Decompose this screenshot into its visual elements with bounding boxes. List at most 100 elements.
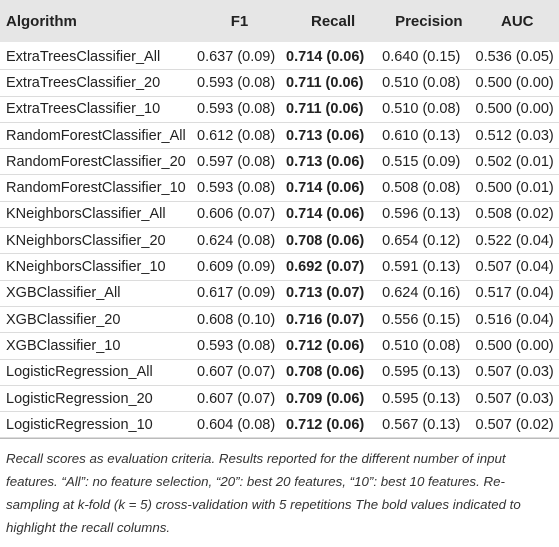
value-cell: 0.507 (0.03) xyxy=(475,359,559,386)
value-cell: 0.510 (0.08) xyxy=(382,69,476,97)
algorithm-cell: XGBClassifier_10 xyxy=(0,332,195,360)
table-row: ExtraTreesClassifier_10 0.593 (0.08) 0.711… xyxy=(0,96,559,123)
value-cell: 0.714 (0.06) xyxy=(284,42,383,71)
value-cell: 0.609 (0.09) xyxy=(195,253,285,281)
table-row: RandomForestClassifier_10 0.593 (0.08) 0.7… xyxy=(0,174,559,202)
table-row: ExtraTreesClassifier_All 0.637 (0.09) 0.71… xyxy=(0,42,559,71)
table-row: KNeighborsClassifier_All 0.606 (0.07) 0.71… xyxy=(0,201,559,229)
value-cell: 0.607 (0.07) xyxy=(195,385,285,413)
value-cell: 0.640 (0.15) xyxy=(382,42,476,71)
algorithm-cell: RandomForestClassifier_All xyxy=(0,122,195,150)
value-cell: 0.712 (0.06) xyxy=(284,332,383,360)
value-cell: 0.624 (0.08) xyxy=(195,227,285,255)
table-row: XGBClassifier_All 0.617 (0.09) 0.713 (0.07… xyxy=(0,280,559,307)
value-cell: 0.536 (0.05) xyxy=(475,42,559,71)
value-cell: 0.612 (0.08) xyxy=(195,122,285,150)
value-cell: 0.708 (0.06) xyxy=(284,359,383,386)
value-cell: 0.510 (0.08) xyxy=(382,332,476,360)
value-cell: 0.556 (0.15) xyxy=(382,306,476,334)
table-row: LogisticRegression_20 0.607 (0.07) 0.709 (… xyxy=(0,385,559,413)
value-cell: 0.507 (0.02) xyxy=(475,411,559,439)
algorithm-cell: RandomForestClassifier_20 xyxy=(0,148,195,176)
value-cell: 0.714 (0.06) xyxy=(284,201,383,229)
value-cell: 0.515 (0.09) xyxy=(382,148,476,176)
header-cell: AUC xyxy=(475,0,559,42)
value-cell: 0.593 (0.08) xyxy=(195,332,285,360)
value-cell: 0.502 (0.01) xyxy=(475,148,559,176)
value-cell: 0.610 (0.13) xyxy=(382,122,476,150)
algorithm-cell: XGBClassifier_All xyxy=(0,280,195,307)
header-cell: Precision xyxy=(382,0,476,42)
table-body: ExtraTreesClassifier_All 0.637 (0.09) 0.71… xyxy=(0,42,559,439)
table-row: ExtraTreesClassifier_20 0.593 (0.08) 0.711… xyxy=(0,69,559,97)
value-cell: 0.654 (0.12) xyxy=(382,227,476,255)
value-cell: 0.517 (0.04) xyxy=(475,280,559,307)
value-cell: 0.500 (0.00) xyxy=(475,96,559,123)
algorithm-cell: LogisticRegression_All xyxy=(0,359,195,386)
footnote: Recall scores as evaluation criteria. Re… xyxy=(0,438,559,539)
value-cell: 0.591 (0.13) xyxy=(382,253,476,281)
value-cell: 0.713 (0.07) xyxy=(284,280,383,307)
table-row: XGBClassifier_20 0.608 (0.10) 0.716 (0.07)… xyxy=(0,306,559,334)
value-cell: 0.711 (0.06) xyxy=(284,96,383,123)
value-cell: 0.709 (0.06) xyxy=(284,385,383,413)
results-table: Algorithm F1 Recall Precision AUC ExtraTrees… xyxy=(0,0,559,439)
algorithm-cell: XGBClassifier_20 xyxy=(0,306,195,334)
value-cell: 0.617 (0.09) xyxy=(195,280,285,307)
algorithm-cell: KNeighborsClassifier_20 xyxy=(0,227,195,255)
table-row: KNeighborsClassifier_10 0.609 (0.09) 0.692… xyxy=(0,253,559,281)
value-cell: 0.608 (0.10) xyxy=(195,306,285,334)
value-cell: 0.713 (0.06) xyxy=(284,148,383,176)
value-cell: 0.500 (0.00) xyxy=(475,332,559,360)
table-row: RandomForestClassifier_All 0.612 (0.08) 0.… xyxy=(0,122,559,150)
value-cell: 0.508 (0.08) xyxy=(382,174,476,202)
value-cell: 0.712 (0.06) xyxy=(284,411,383,439)
table-row: XGBClassifier_10 0.593 (0.08) 0.712 (0.06)… xyxy=(0,332,559,360)
algorithm-cell: KNeighborsClassifier_10 xyxy=(0,253,195,281)
value-cell: 0.714 (0.06) xyxy=(284,174,383,202)
table-row: KNeighborsClassifier_20 0.624 (0.08) 0.708… xyxy=(0,227,559,255)
header-cell: Algorithm xyxy=(0,0,195,42)
table-row: LogisticRegression_10 0.604 (0.08) 0.712 (… xyxy=(0,411,559,439)
value-cell: 0.607 (0.07) xyxy=(195,359,285,386)
value-cell: 0.512 (0.03) xyxy=(475,122,559,150)
value-cell: 0.593 (0.08) xyxy=(195,174,285,202)
value-cell: 0.507 (0.04) xyxy=(475,253,559,281)
value-cell: 0.716 (0.07) xyxy=(284,306,383,334)
algorithm-cell: ExtraTreesClassifier_All xyxy=(0,42,195,71)
algorithm-cell: ExtraTreesClassifier_20 xyxy=(0,69,195,97)
algorithm-cell: KNeighborsClassifier_All xyxy=(0,201,195,229)
value-cell: 0.692 (0.07) xyxy=(284,253,383,281)
value-cell: 0.522 (0.04) xyxy=(475,227,559,255)
value-cell: 0.595 (0.13) xyxy=(382,359,476,386)
algorithm-cell: LogisticRegression_10 xyxy=(0,411,195,439)
value-cell: 0.596 (0.13) xyxy=(382,201,476,229)
value-cell: 0.593 (0.08) xyxy=(195,69,285,97)
value-cell: 0.508 (0.02) xyxy=(475,201,559,229)
value-cell: 0.516 (0.04) xyxy=(475,306,559,334)
table-row: LogisticRegression_All 0.607 (0.07) 0.708 … xyxy=(0,359,559,386)
algorithm-cell: ExtraTreesClassifier_10 xyxy=(0,96,195,123)
value-cell: 0.713 (0.06) xyxy=(284,122,383,150)
value-cell: 0.593 (0.08) xyxy=(195,96,285,123)
value-cell: 0.567 (0.13) xyxy=(382,411,476,439)
value-cell: 0.500 (0.01) xyxy=(475,174,559,202)
algorithm-cell: LogisticRegression_20 xyxy=(0,385,195,413)
value-cell: 0.507 (0.03) xyxy=(475,385,559,413)
algorithm-cell: RandomForestClassifier_10 xyxy=(0,174,195,202)
value-cell: 0.624 (0.16) xyxy=(382,280,476,307)
value-cell: 0.708 (0.06) xyxy=(284,227,383,255)
value-cell: 0.637 (0.09) xyxy=(195,42,285,71)
header-cell: Recall xyxy=(284,0,383,42)
value-cell: 0.510 (0.08) xyxy=(382,96,476,123)
value-cell: 0.606 (0.07) xyxy=(195,201,285,229)
table-row: RandomForestClassifier_20 0.597 (0.08) 0.7… xyxy=(0,148,559,176)
value-cell: 0.597 (0.08) xyxy=(195,148,285,176)
value-cell: 0.500 (0.00) xyxy=(475,69,559,97)
value-cell: 0.711 (0.06) xyxy=(284,69,383,97)
value-cell: 0.595 (0.13) xyxy=(382,385,476,413)
value-cell: 0.604 (0.08) xyxy=(195,411,285,439)
header-cell: F1 xyxy=(195,0,285,42)
header-row: Algorithm F1 Recall Precision AUC xyxy=(0,0,559,42)
